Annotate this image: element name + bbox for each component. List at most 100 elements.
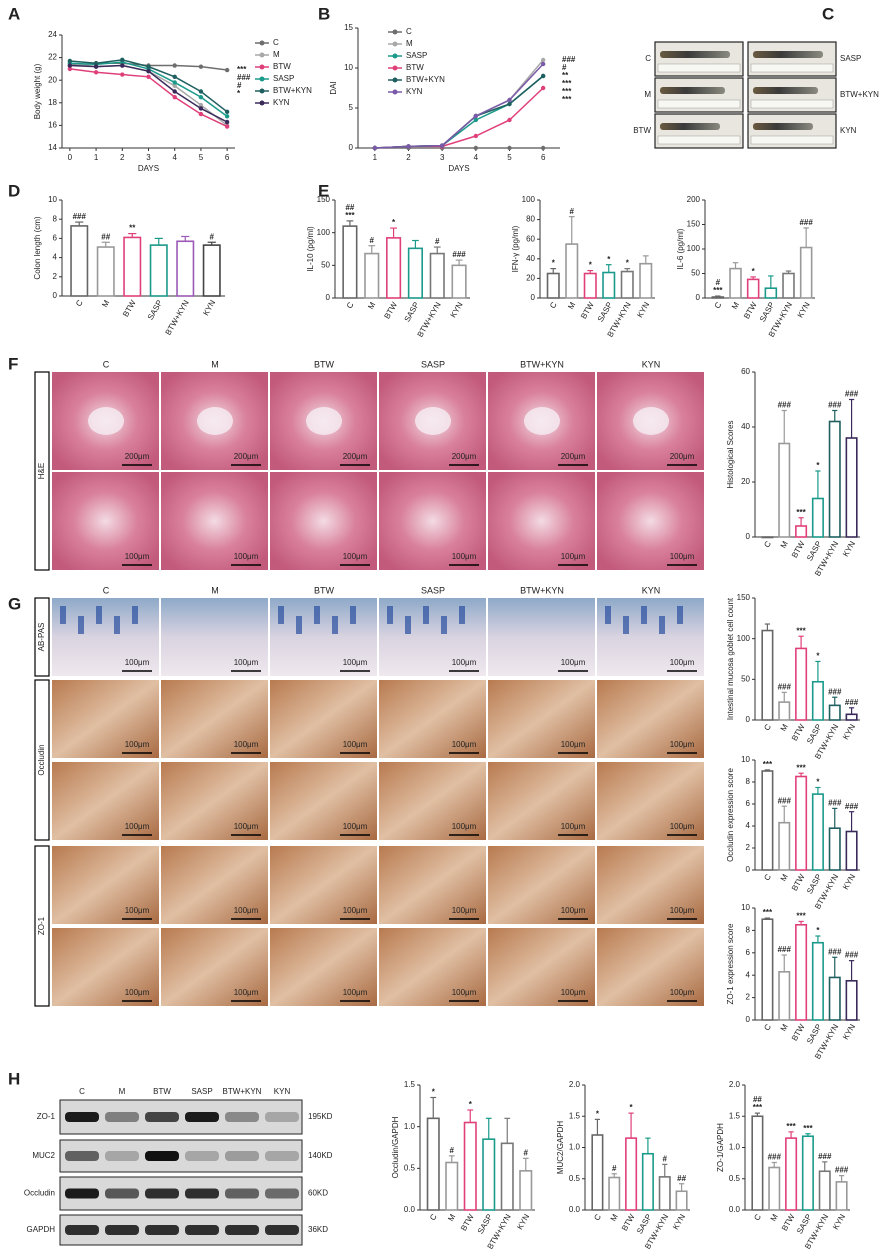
significance: * [589, 261, 593, 270]
blot-band [265, 1225, 299, 1235]
y-axis-label: Intestinal mucosa goblet cell count [726, 597, 735, 720]
legend-marker [392, 41, 398, 47]
row-label: Occludin [37, 744, 46, 775]
x-tick-label: M [446, 1212, 457, 1223]
error-bar [803, 227, 809, 248]
bar [639, 262, 653, 299]
bar [658, 1176, 671, 1211]
x-tick-label: BTW [780, 1212, 797, 1232]
error-bar [346, 220, 354, 227]
x-tick-label: SASP [596, 301, 614, 324]
significance: * [596, 1109, 600, 1118]
bar [761, 770, 774, 871]
legend-label: KYN [406, 87, 423, 96]
error-bar [788, 1131, 794, 1139]
blot-band [265, 1151, 299, 1161]
x-tick-label: SASP [758, 301, 776, 324]
y-tick-label: 100 [317, 228, 331, 237]
significance: ### [845, 951, 859, 960]
bar [778, 821, 791, 871]
y-tick-label: 2 [746, 843, 751, 852]
y-tick-label: 14 [48, 143, 57, 152]
error-bar [768, 275, 774, 289]
lane-label: SASP [191, 1087, 212, 1096]
bar [768, 1166, 781, 1211]
blot-band [145, 1112, 179, 1122]
x-tick-label: KYN [841, 1022, 857, 1041]
significance: *** [753, 1103, 763, 1112]
band-size: 140KD [308, 1151, 333, 1160]
bar [729, 267, 742, 299]
bar [386, 237, 402, 299]
band-label: Occludin [24, 1189, 55, 1198]
significance: # [562, 63, 567, 72]
y-axis-label: ZO-1/GAPDH [716, 1123, 725, 1172]
x-tick-label: KYN [515, 1212, 531, 1231]
x-tick-label: SASP [146, 299, 164, 322]
blot-band [225, 1225, 259, 1235]
row-label-box [34, 597, 50, 677]
blot-band [185, 1225, 219, 1235]
significance: ### [768, 1153, 782, 1162]
y-tick-label: 1.5 [569, 1111, 581, 1120]
significance: * [469, 1100, 473, 1109]
error-bar [805, 1133, 811, 1137]
data-point [172, 94, 177, 100]
scale-label: 100μm [125, 822, 150, 831]
goblet-stain [405, 616, 411, 634]
lane-label: BTW [153, 1087, 171, 1096]
significance: ### [778, 401, 792, 410]
y-tick-label: 40 [741, 422, 750, 431]
error-bar [624, 268, 631, 272]
data-point [507, 117, 512, 123]
significance: ### [73, 212, 87, 221]
significance: ### [778, 682, 792, 691]
histology-image [270, 846, 377, 924]
bar [778, 971, 791, 1021]
colon-tissue [753, 123, 813, 130]
bar [751, 1115, 764, 1211]
y-tick-label: 2.0 [729, 1080, 741, 1089]
significance: *** [562, 79, 572, 88]
y-tick-label: 100 [737, 634, 751, 643]
goblet-stain [132, 606, 138, 624]
x-tick-label: M [779, 872, 790, 883]
histology-image [597, 762, 704, 840]
x-tick-label: KYN [635, 300, 651, 319]
significance: * [392, 218, 396, 227]
blot-band [65, 1151, 99, 1161]
histology-image [597, 928, 704, 1006]
significance: # [435, 237, 440, 246]
histology-image [270, 472, 377, 570]
significance: ### [828, 401, 842, 410]
blot-strip [59, 1099, 303, 1135]
goblet-stain [423, 606, 429, 624]
x-tick-label: BTW [382, 300, 399, 320]
data-point [540, 145, 546, 151]
y-axis-label: Occludin/GAPDH [391, 1116, 400, 1178]
y-tick-label: 0 [746, 865, 751, 874]
y-tick-label: 2 [746, 993, 751, 1002]
data-point [172, 83, 177, 89]
scale-label: 100μm [125, 658, 150, 667]
scale-label: 100μm [343, 658, 368, 667]
x-tick-label: 5 [199, 153, 204, 162]
ruler [657, 63, 741, 73]
y-tick-label: 200 [687, 195, 701, 204]
significance: # [370, 236, 375, 245]
significance: * [607, 255, 611, 264]
significance: *** [562, 87, 572, 96]
legend-label: BTW [406, 63, 424, 72]
error-bar [101, 241, 110, 248]
error-bar [605, 264, 612, 273]
significance: ### [828, 687, 842, 696]
y-tick-label: 150 [687, 220, 701, 229]
error-bar [750, 276, 756, 280]
bar [828, 704, 841, 721]
data-point [473, 117, 479, 123]
band-size: 195KD [308, 1112, 333, 1121]
histology-image [379, 680, 486, 758]
x-tick-label: 3 [146, 153, 151, 162]
y-tick-label: 0 [746, 715, 751, 724]
significance: ### [845, 802, 859, 811]
